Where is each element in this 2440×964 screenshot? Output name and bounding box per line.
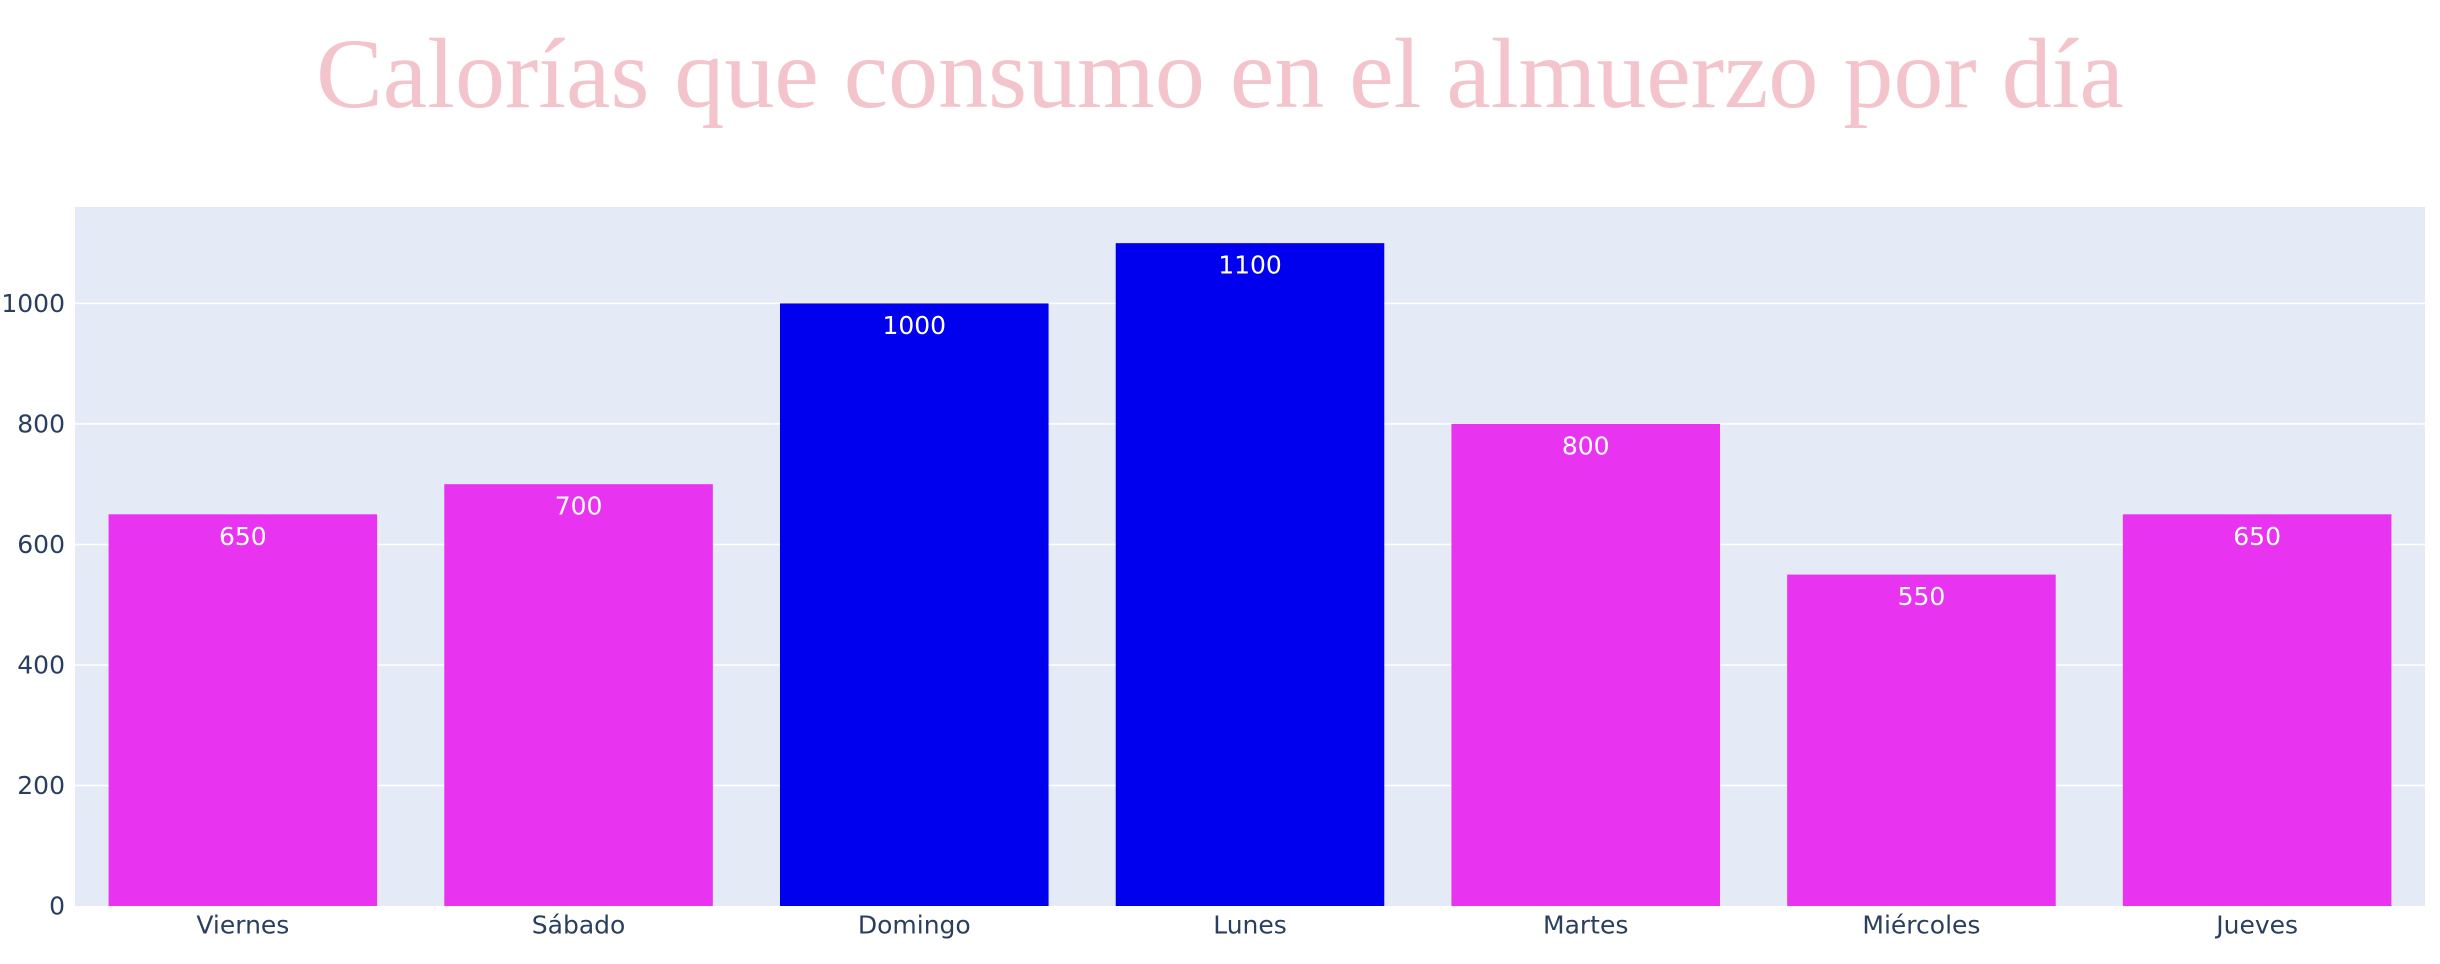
y-tick-label: 400 xyxy=(17,650,65,679)
bar xyxy=(108,514,378,906)
bars xyxy=(108,243,2392,907)
data-label: 1100 xyxy=(1218,251,1282,280)
data-labels: 650 700 1000 1100 800 550 650 xyxy=(219,251,2281,611)
bar xyxy=(1115,243,1385,907)
y-tick-label: 800 xyxy=(17,409,65,438)
chart-title: Calorías que consumo en el almuerzo por … xyxy=(316,18,2124,129)
data-label: 800 xyxy=(1562,431,1610,460)
bar xyxy=(1451,423,1720,906)
x-tick-label: Miércoles xyxy=(1862,911,1980,940)
data-label: 700 xyxy=(555,492,603,521)
bar xyxy=(1787,574,2056,906)
data-label: 650 xyxy=(2233,522,2281,551)
y-tick-label: 200 xyxy=(17,771,65,800)
y-axis-ticks: 0 200 400 600 800 1000 xyxy=(1,289,65,921)
bar xyxy=(2122,514,2392,906)
x-tick-label: Jueves xyxy=(2214,911,2298,940)
bar xyxy=(780,303,1049,906)
y-tick-label: 600 xyxy=(17,530,65,559)
y-tick-label: 1000 xyxy=(1,289,65,318)
x-tick-label: Sábado xyxy=(532,911,626,940)
x-axis-ticks: Viernes Sábado Domingo Lunes Martes Miércoles… xyxy=(196,911,2298,940)
data-label: 1000 xyxy=(882,311,946,340)
x-tick-label: Viernes xyxy=(196,911,289,940)
y-tick-label: 0 xyxy=(49,892,65,921)
x-tick-label: Domingo xyxy=(858,911,971,940)
x-tick-label: Martes xyxy=(1543,911,1628,940)
x-tick-label: Lunes xyxy=(1213,911,1287,940)
data-label: 650 xyxy=(219,522,267,551)
data-label: 550 xyxy=(1898,582,1946,611)
bar xyxy=(444,484,713,906)
